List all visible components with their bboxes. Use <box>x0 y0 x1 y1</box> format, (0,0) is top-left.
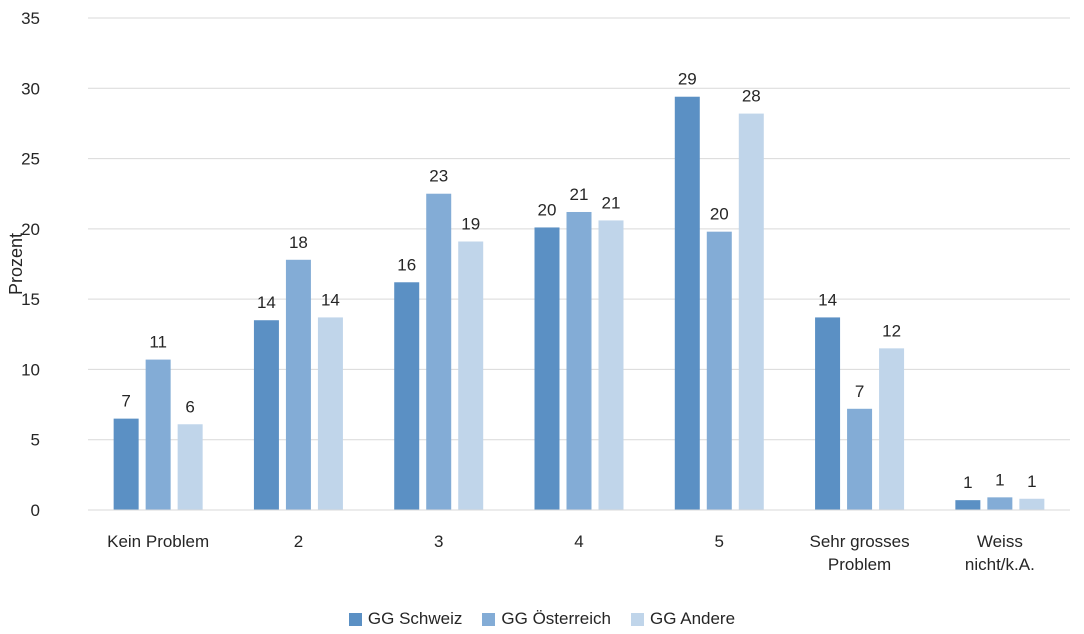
data-label: 20 <box>538 200 557 219</box>
x-category-label: nicht/k.A. <box>965 555 1035 574</box>
x-category-label: 3 <box>434 532 443 551</box>
legend-item: GG Schweiz <box>348 609 463 629</box>
x-category-label: 5 <box>715 532 724 551</box>
bar <box>534 227 560 511</box>
bar <box>253 320 279 510</box>
bar <box>458 241 484 510</box>
data-label: 14 <box>321 290 340 309</box>
data-label: 18 <box>289 233 308 252</box>
x-category-label: 4 <box>574 532 583 551</box>
bar <box>566 211 592 510</box>
legend-label: GG Schweiz <box>367 609 463 628</box>
legend-swatch <box>348 612 362 626</box>
x-category-label: Problem <box>828 555 891 574</box>
bar <box>847 408 873 510</box>
data-label: 16 <box>397 255 416 274</box>
legend-item: GG Andere <box>631 609 735 629</box>
data-label: 28 <box>742 87 761 106</box>
data-label: 11 <box>149 333 167 352</box>
legend-item: GG Österreich <box>482 609 611 629</box>
legend-label: GG Österreich <box>501 609 611 628</box>
bar <box>177 424 203 510</box>
data-label: 20 <box>710 205 729 224</box>
data-label: 1 <box>963 473 972 492</box>
bar <box>113 418 139 510</box>
bar <box>598 220 624 510</box>
data-label: 1 <box>995 470 1004 489</box>
y-tick-label: 30 <box>21 79 40 98</box>
data-label: 29 <box>678 70 697 89</box>
bars <box>113 96 1045 511</box>
data-label: 7 <box>855 382 864 401</box>
bar <box>285 259 311 510</box>
data-label: 23 <box>429 167 448 186</box>
bar <box>394 282 420 510</box>
bar <box>955 500 981 510</box>
bar <box>145 359 171 510</box>
bar <box>706 231 732 510</box>
bar <box>317 317 343 510</box>
bar <box>1019 498 1045 510</box>
bar <box>426 193 452 510</box>
y-tick-label: 25 <box>21 150 40 169</box>
legend-swatch <box>631 612 644 626</box>
y-tick-label: 20 <box>21 220 40 239</box>
legend-swatch <box>482 612 496 626</box>
data-label: 7 <box>121 392 130 411</box>
bar <box>674 96 700 510</box>
data-label: 14 <box>818 290 837 309</box>
data-label: 19 <box>461 215 480 234</box>
y-axis-title: Prozent <box>6 233 26 295</box>
bar <box>879 348 905 510</box>
x-category-label: Weiss <box>977 532 1023 551</box>
bar <box>738 113 764 511</box>
legend: GG Schweiz GG Österreich GG Andere <box>0 609 1084 629</box>
y-tick-label: 5 <box>31 431 40 450</box>
y-tick-label: 35 <box>21 9 40 28</box>
y-tick-label: 15 <box>21 290 40 309</box>
x-category-label: Sehr grosses <box>809 532 909 551</box>
data-label: 21 <box>570 185 589 204</box>
y-tick-label: 10 <box>21 360 40 379</box>
data-label: 12 <box>882 321 901 340</box>
x-category-label: Kein Problem <box>107 532 209 551</box>
legend-label: GG Andere <box>650 609 736 628</box>
y-tick-label: 0 <box>31 501 40 520</box>
data-label: 14 <box>257 293 276 312</box>
bar <box>815 317 841 510</box>
data-label: 1 <box>1027 472 1036 491</box>
data-label: 21 <box>602 193 621 212</box>
bar <box>987 497 1013 510</box>
x-category-label: 2 <box>294 532 303 551</box>
data-label: 6 <box>185 397 194 416</box>
